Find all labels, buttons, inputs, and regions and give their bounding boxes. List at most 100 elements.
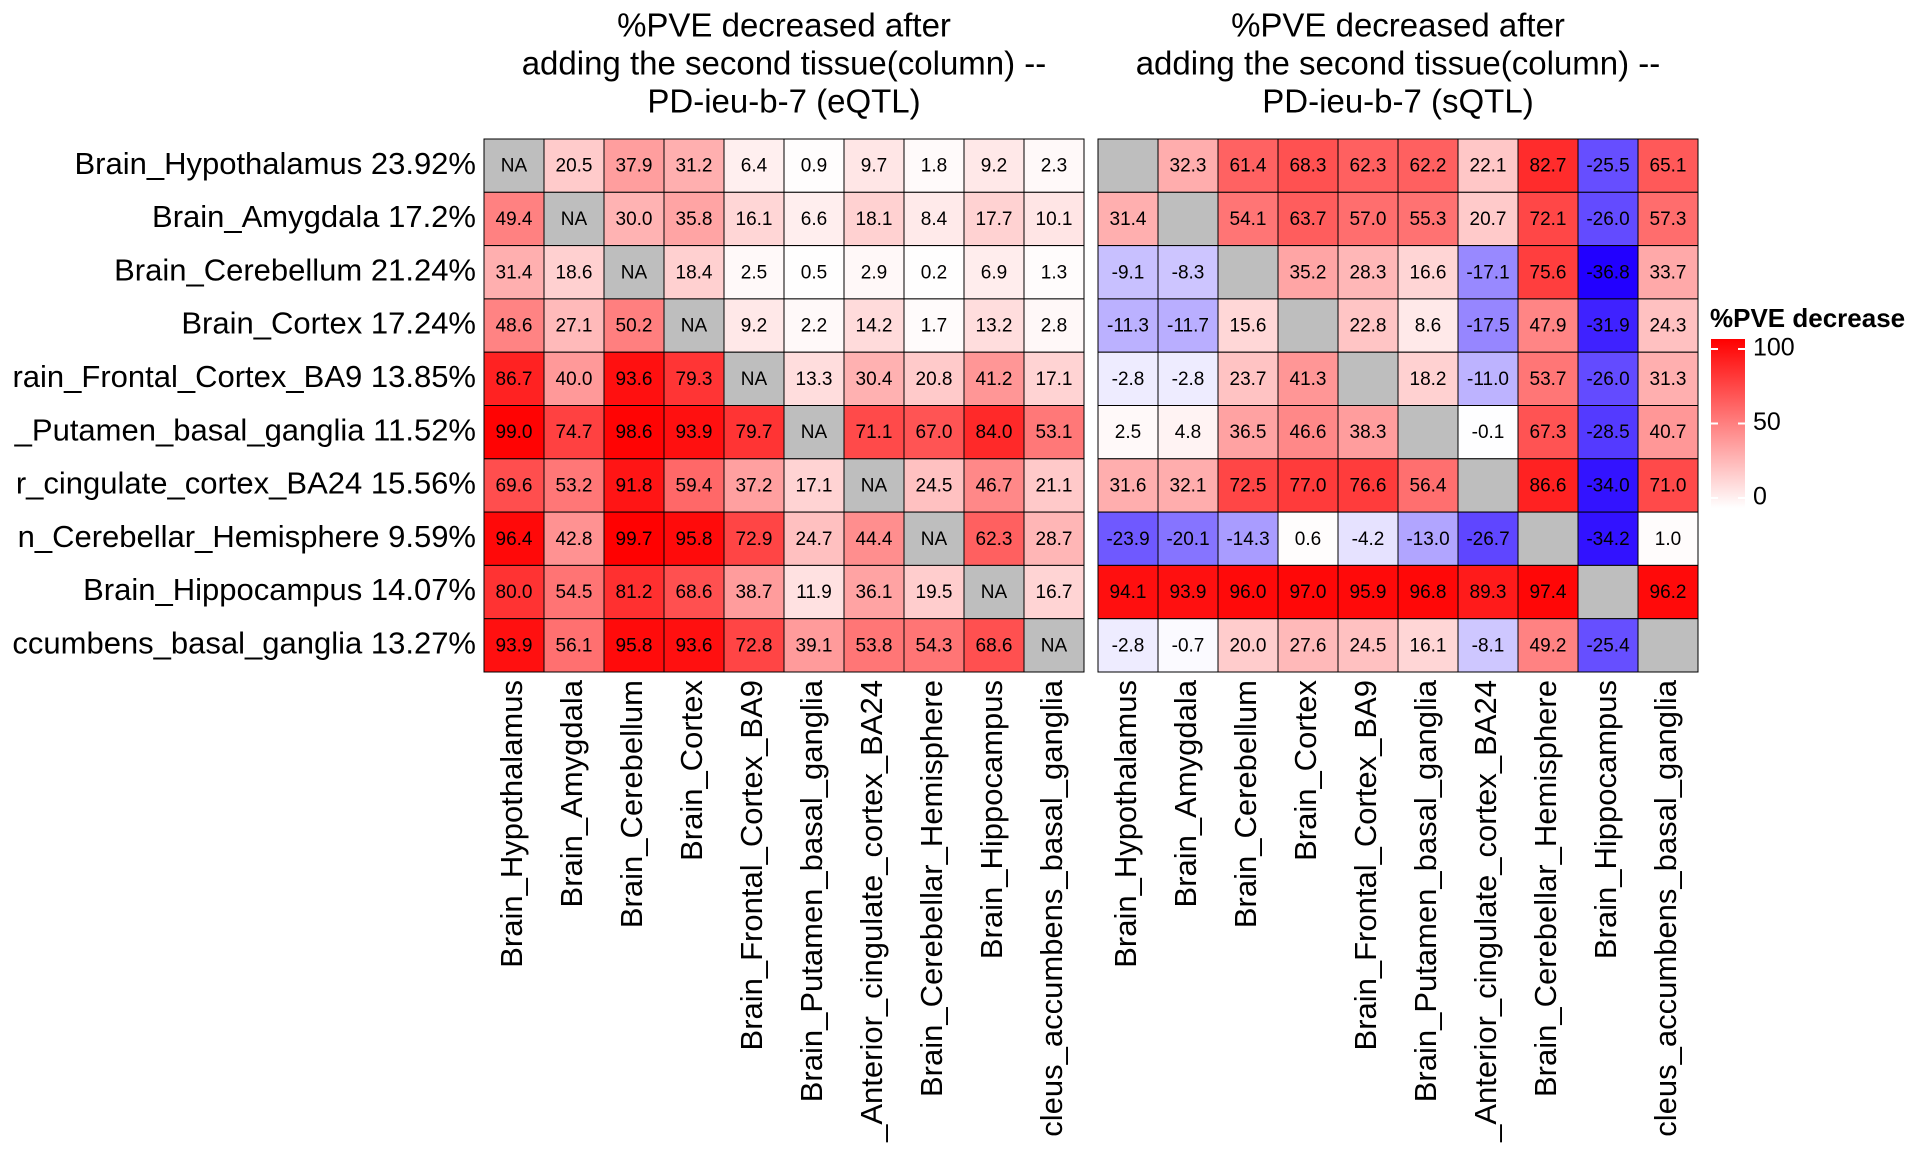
cell-label: 86.7 bbox=[496, 369, 533, 390]
cell-label: 65.1 bbox=[1650, 156, 1687, 177]
heatmap-cell bbox=[1217, 138, 1279, 193]
heatmap-cell bbox=[663, 405, 725, 460]
x-tick-label: Brain_Amygdala bbox=[1168, 679, 1203, 907]
heatmap-cell bbox=[1097, 191, 1159, 247]
heatmap-cell bbox=[483, 618, 545, 673]
heatmap-cell bbox=[603, 245, 665, 300]
heatmap-cell bbox=[1097, 458, 1159, 513]
cell-label: 48.6 bbox=[496, 316, 533, 337]
cell-label: NA bbox=[621, 262, 648, 283]
heatmap-cell bbox=[783, 511, 845, 566]
heatmap-cell bbox=[1457, 458, 1519, 513]
cell-label: 30.0 bbox=[616, 209, 653, 230]
cell-label: 31.6 bbox=[1110, 475, 1147, 496]
heatmap-cell bbox=[1517, 458, 1579, 513]
cell-label: 96.2 bbox=[1650, 582, 1687, 603]
cell-label: 95.9 bbox=[1350, 582, 1387, 603]
heatmap-cell bbox=[1517, 298, 1579, 353]
cell-label: -4.2 bbox=[1352, 529, 1385, 550]
legend-title: %PVE decrease bbox=[1710, 303, 1905, 333]
cell-label: 46.6 bbox=[1290, 422, 1327, 443]
heatmap-cell bbox=[723, 564, 785, 620]
cell-label: 56.4 bbox=[1410, 475, 1447, 496]
heatmap-cell bbox=[663, 191, 725, 247]
cell-label: -36.8 bbox=[1586, 262, 1629, 283]
cell-label: 44.4 bbox=[856, 529, 893, 550]
cell-label: 8.4 bbox=[921, 209, 948, 230]
cell-label: 30.4 bbox=[856, 369, 893, 390]
cell-label: 79.7 bbox=[736, 422, 773, 443]
cell-label: 59.4 bbox=[676, 475, 713, 496]
x-tick-label: Brain_Frontal_Cortex_BA9 bbox=[1348, 680, 1383, 1050]
cell-label: 74.7 bbox=[556, 422, 593, 443]
x-tick-label: cleus_accumbens_basal_ganglia bbox=[1648, 679, 1683, 1136]
cell-label: NA bbox=[801, 422, 828, 443]
cell-label: 2.9 bbox=[861, 262, 887, 283]
cell-label: 72.5 bbox=[1230, 475, 1267, 496]
cell-label: 38.7 bbox=[736, 582, 773, 603]
heatmap-cell bbox=[1023, 191, 1085, 247]
heatmap-cell bbox=[1023, 458, 1085, 513]
cell-label: 47.9 bbox=[1530, 316, 1567, 337]
heatmap-cell bbox=[1517, 138, 1579, 193]
cell-label: -9.1 bbox=[1112, 262, 1145, 283]
cell-label: 68.6 bbox=[976, 635, 1013, 656]
cell-label: 54.3 bbox=[916, 635, 953, 656]
heatmap-cell bbox=[1097, 511, 1159, 566]
cell-label: -8.1 bbox=[1472, 635, 1505, 656]
heatmap-cell bbox=[1397, 245, 1459, 300]
heatmap-cell bbox=[543, 245, 605, 300]
cell-label: 1.8 bbox=[921, 156, 947, 177]
heatmap-cell bbox=[1577, 245, 1639, 300]
cell-label: 75.6 bbox=[1530, 262, 1567, 283]
cell-label: 95.8 bbox=[616, 635, 653, 656]
cell-label: 96.8 bbox=[1410, 582, 1447, 603]
heatmap-cell bbox=[543, 138, 605, 193]
heatmap-cell bbox=[663, 458, 725, 513]
heatmap-cell bbox=[1097, 298, 1159, 353]
heatmap-cell bbox=[483, 405, 545, 460]
cell-label: 61.4 bbox=[1230, 156, 1267, 177]
heatmap-cell bbox=[963, 245, 1025, 300]
heatmap-cell bbox=[1023, 618, 1085, 673]
heatmap-cell bbox=[1217, 351, 1279, 407]
heatmap-cell bbox=[843, 511, 905, 566]
cell-label: 20.8 bbox=[916, 369, 953, 390]
heatmap-cell bbox=[1517, 351, 1579, 407]
cell-label: 57.0 bbox=[1350, 209, 1387, 230]
cell-label: 22.1 bbox=[1470, 156, 1507, 177]
heatmap-cell bbox=[723, 405, 785, 460]
heatmap-cell bbox=[1517, 618, 1579, 673]
heatmap-cell bbox=[723, 245, 785, 300]
heatmap-cell bbox=[1577, 564, 1639, 620]
heatmap-cell bbox=[783, 138, 845, 193]
cell-label: 96.4 bbox=[496, 529, 533, 550]
heatmap-cell bbox=[723, 511, 785, 566]
cell-label: 36.1 bbox=[856, 582, 893, 603]
cell-label: 17.7 bbox=[976, 209, 1013, 230]
cell-label: 82.7 bbox=[1530, 156, 1567, 177]
cell-label: -26.0 bbox=[1586, 369, 1629, 390]
x-tick-label: _Anterior_cingulate_cortex_BA24 bbox=[854, 680, 889, 1143]
cell-label: 54.5 bbox=[556, 582, 593, 603]
cell-label: 98.6 bbox=[616, 422, 653, 443]
x-tick-label: Brain_Cortex bbox=[674, 680, 709, 861]
cell-label: -0.7 bbox=[1172, 635, 1205, 656]
heatmap-cell bbox=[843, 458, 905, 513]
cell-label: 1.7 bbox=[921, 316, 947, 337]
heatmap-cell bbox=[1097, 405, 1159, 460]
cell-label: NA bbox=[501, 156, 528, 177]
x-tick-label: Brain_Cerebellar_Hemisphere bbox=[914, 680, 949, 1097]
heatmap-cell bbox=[1637, 618, 1699, 673]
cell-label: 4.8 bbox=[1175, 422, 1201, 443]
cell-label: 10.1 bbox=[1036, 209, 1073, 230]
heatmap-cell bbox=[1277, 191, 1339, 247]
heatmap-cell bbox=[963, 618, 1025, 673]
cell-label: -11.7 bbox=[1167, 316, 1209, 337]
cell-label: NA bbox=[681, 316, 708, 337]
cell-label: 94.1 bbox=[1110, 582, 1147, 603]
heatmap-cell bbox=[963, 405, 1025, 460]
heatmap-cell bbox=[903, 191, 965, 247]
heatmap-cell bbox=[1637, 511, 1699, 566]
cell-label: 2.3 bbox=[1041, 156, 1067, 177]
